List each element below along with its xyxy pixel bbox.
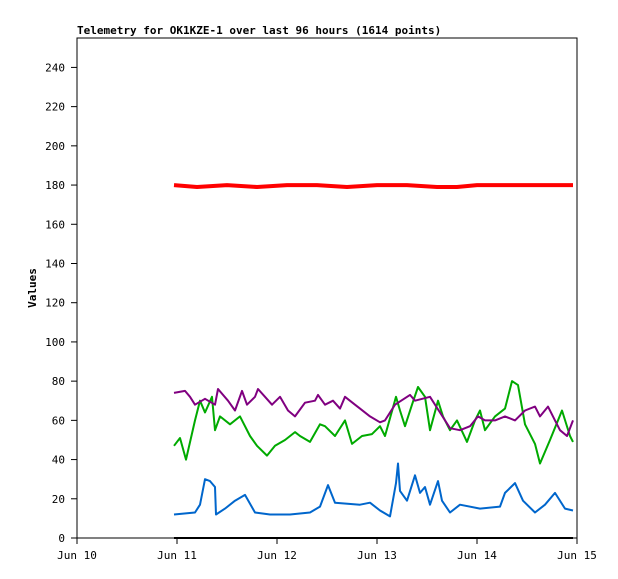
y-tick-label: 40 xyxy=(52,454,65,467)
y-tick-label: 240 xyxy=(45,61,65,74)
y-axis-label: Values xyxy=(26,268,39,308)
series-line-green xyxy=(173,380,574,465)
y-tick-label: 120 xyxy=(45,297,65,310)
x-tick-label: Jun 13 xyxy=(357,549,397,562)
plot-frame xyxy=(76,37,578,539)
y-tick-label: 100 xyxy=(45,336,65,349)
series-line-purple xyxy=(173,388,574,437)
y-tick-label: 140 xyxy=(45,257,65,270)
y-tick-label: 220 xyxy=(45,101,65,114)
y-tick-label: 80 xyxy=(52,375,65,388)
y-tick-label: 20 xyxy=(52,493,65,506)
x-tick-label: Jun 11 xyxy=(157,549,197,562)
x-tick-label: Jun 14 xyxy=(457,549,497,562)
chart-title: Telemetry for OK1KZE-1 over last 96 hour… xyxy=(77,24,441,37)
y-tick-label: 180 xyxy=(45,179,65,192)
y-tick-label: 0 xyxy=(58,532,65,545)
y-tick-label: 200 xyxy=(45,140,65,153)
x-tick-label: Jun 12 xyxy=(257,549,297,562)
series-line-blue xyxy=(173,462,574,518)
x-tick-label: Jun 15 xyxy=(557,549,597,562)
x-tick-label: Jun 10 xyxy=(57,549,97,562)
y-tick-label: 60 xyxy=(52,414,65,427)
series-line-red xyxy=(173,183,573,189)
y-tick-label: 160 xyxy=(45,218,65,231)
